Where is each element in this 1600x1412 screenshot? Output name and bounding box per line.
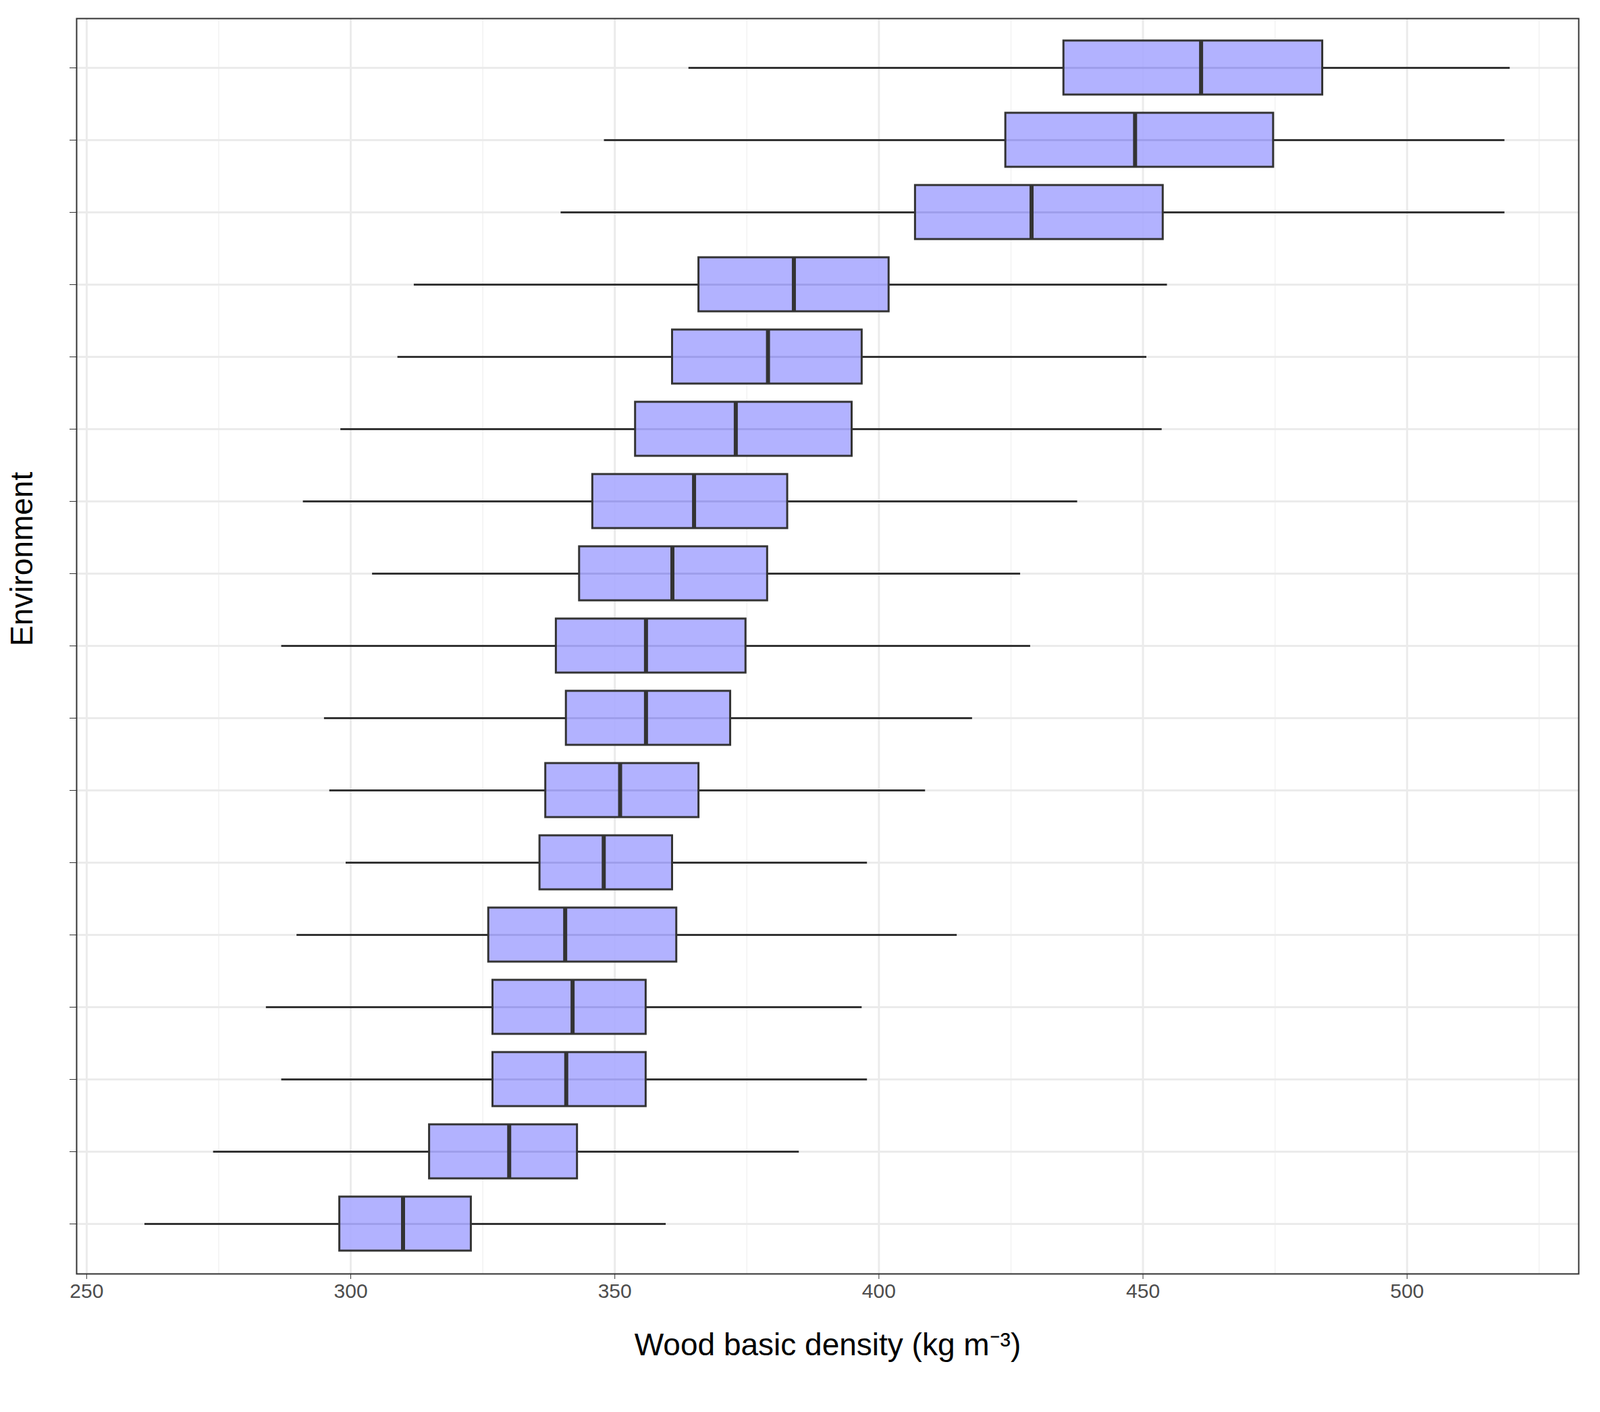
- svg-text:Environment: Environment: [4, 471, 40, 647]
- svg-text:450: 450: [1126, 1279, 1160, 1302]
- svg-text:400: 400: [862, 1279, 896, 1302]
- svg-text:350: 350: [598, 1279, 632, 1302]
- svg-text:250: 250: [69, 1279, 104, 1302]
- svg-text:Wood basic density (kg m⁻³): Wood basic density (kg m⁻³): [634, 1326, 1021, 1362]
- svg-text:500: 500: [1390, 1279, 1424, 1302]
- svg-text:300: 300: [334, 1279, 368, 1302]
